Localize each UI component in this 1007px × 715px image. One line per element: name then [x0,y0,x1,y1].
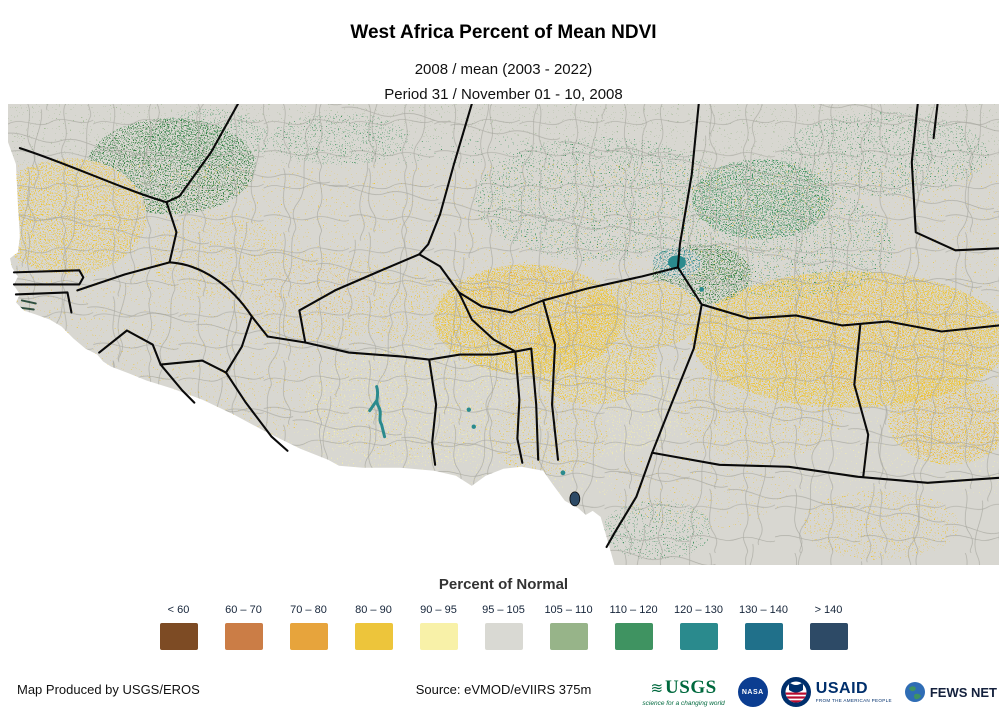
fewsnet-wordmark: FEWS NET [929,684,997,700]
usaid-tagline: FROM THE AMERICAN PEOPLE [815,697,892,703]
subtitle-period: Period 31 / November 01 - 10, 2008 [384,86,623,103]
legend-class-swatch [224,623,263,650]
legend-item: 105 – 110 [541,604,597,650]
legend-class-swatch [679,623,718,650]
legend-row: < 60 60 – 70 70 – 80 80 – 90 90 – 95 95 … [0,604,1007,650]
bioko-island [569,491,581,507]
usaid-wordmark: USAID [815,679,869,697]
legend-item: 95 – 105 [476,604,532,650]
logo-strip: ≋ USGS science for a changing world NASA [642,677,997,707]
legend-class-label: 105 – 110 [544,604,593,616]
legend: Percent of Normal < 60 60 – 70 70 – 80 8… [0,576,1007,650]
subtitle-comparison: 2008 / mean (2003 - 2022) [414,61,593,78]
west-africa-ndvi-map [8,104,999,565]
usgs-tagline: science for a changing world [642,700,725,707]
usaid-logo: USAID FROM THE AMERICAN PEOPLE [780,677,892,707]
legend-class-swatch [354,623,393,650]
legend-item: 120 – 130 [671,604,727,650]
ndvi-speckle-layer [8,104,999,565]
produced-by-text: Map Produced by USGS/EROS [17,682,200,697]
nasa-wordmark: NASA [741,688,764,696]
usgs-logo: ≋ USGS science for a changing world [642,677,724,707]
legend-class-swatch [809,623,848,650]
usaid-seal-icon [780,677,811,707]
legend-item: 80 – 90 [346,604,402,650]
legend-class-label: 120 – 130 [674,604,723,616]
legend-item: 70 – 80 [281,604,337,650]
source-text: Source: eVMOD/eVIIRS 375m [415,682,592,697]
fewsnet-logo: FEWS NET [904,682,997,702]
footer: Map Produced by USGS/EROS Source: eVMOD/… [0,665,1007,715]
legend-item: 60 – 70 [216,604,272,650]
legend-item: < 60 [151,604,207,650]
page-title: West Africa Percent of Mean NDVI [350,22,657,43]
legend-item: > 140 [801,604,857,650]
legend-class-swatch [159,623,198,650]
legend-class-swatch [419,623,458,650]
legend-class-label: 95 – 105 [482,604,525,616]
map-canvas [8,104,999,565]
legend-class-label: 110 – 120 [609,604,658,616]
legend-class-label: 70 – 80 [290,604,327,616]
legend-class-label: 130 – 140 [739,604,788,616]
legend-item: 130 – 140 [736,604,792,650]
legend-class-swatch [614,623,653,650]
legend-class-label: 90 – 95 [420,604,457,616]
usgs-wordmark: USGS [665,677,717,698]
legend-class-swatch [484,623,523,650]
legend-class-label: < 60 [167,604,190,616]
legend-item: 90 – 95 [411,604,467,650]
legend-class-label: 80 – 90 [355,604,392,616]
legend-class-swatch [289,623,328,650]
legend-title: Percent of Normal [438,576,569,593]
legend-class-label: 60 – 70 [225,604,262,616]
legend-class-swatch [744,623,783,650]
country-borders [12,104,999,549]
legend-class-label: > 140 [814,604,843,616]
legend-item: 110 – 120 [606,604,662,650]
legend-class-swatch [549,623,588,650]
usgs-wave-icon: ≋ [650,680,664,697]
globe-icon [904,682,925,702]
nasa-seal-icon: NASA [737,677,768,707]
